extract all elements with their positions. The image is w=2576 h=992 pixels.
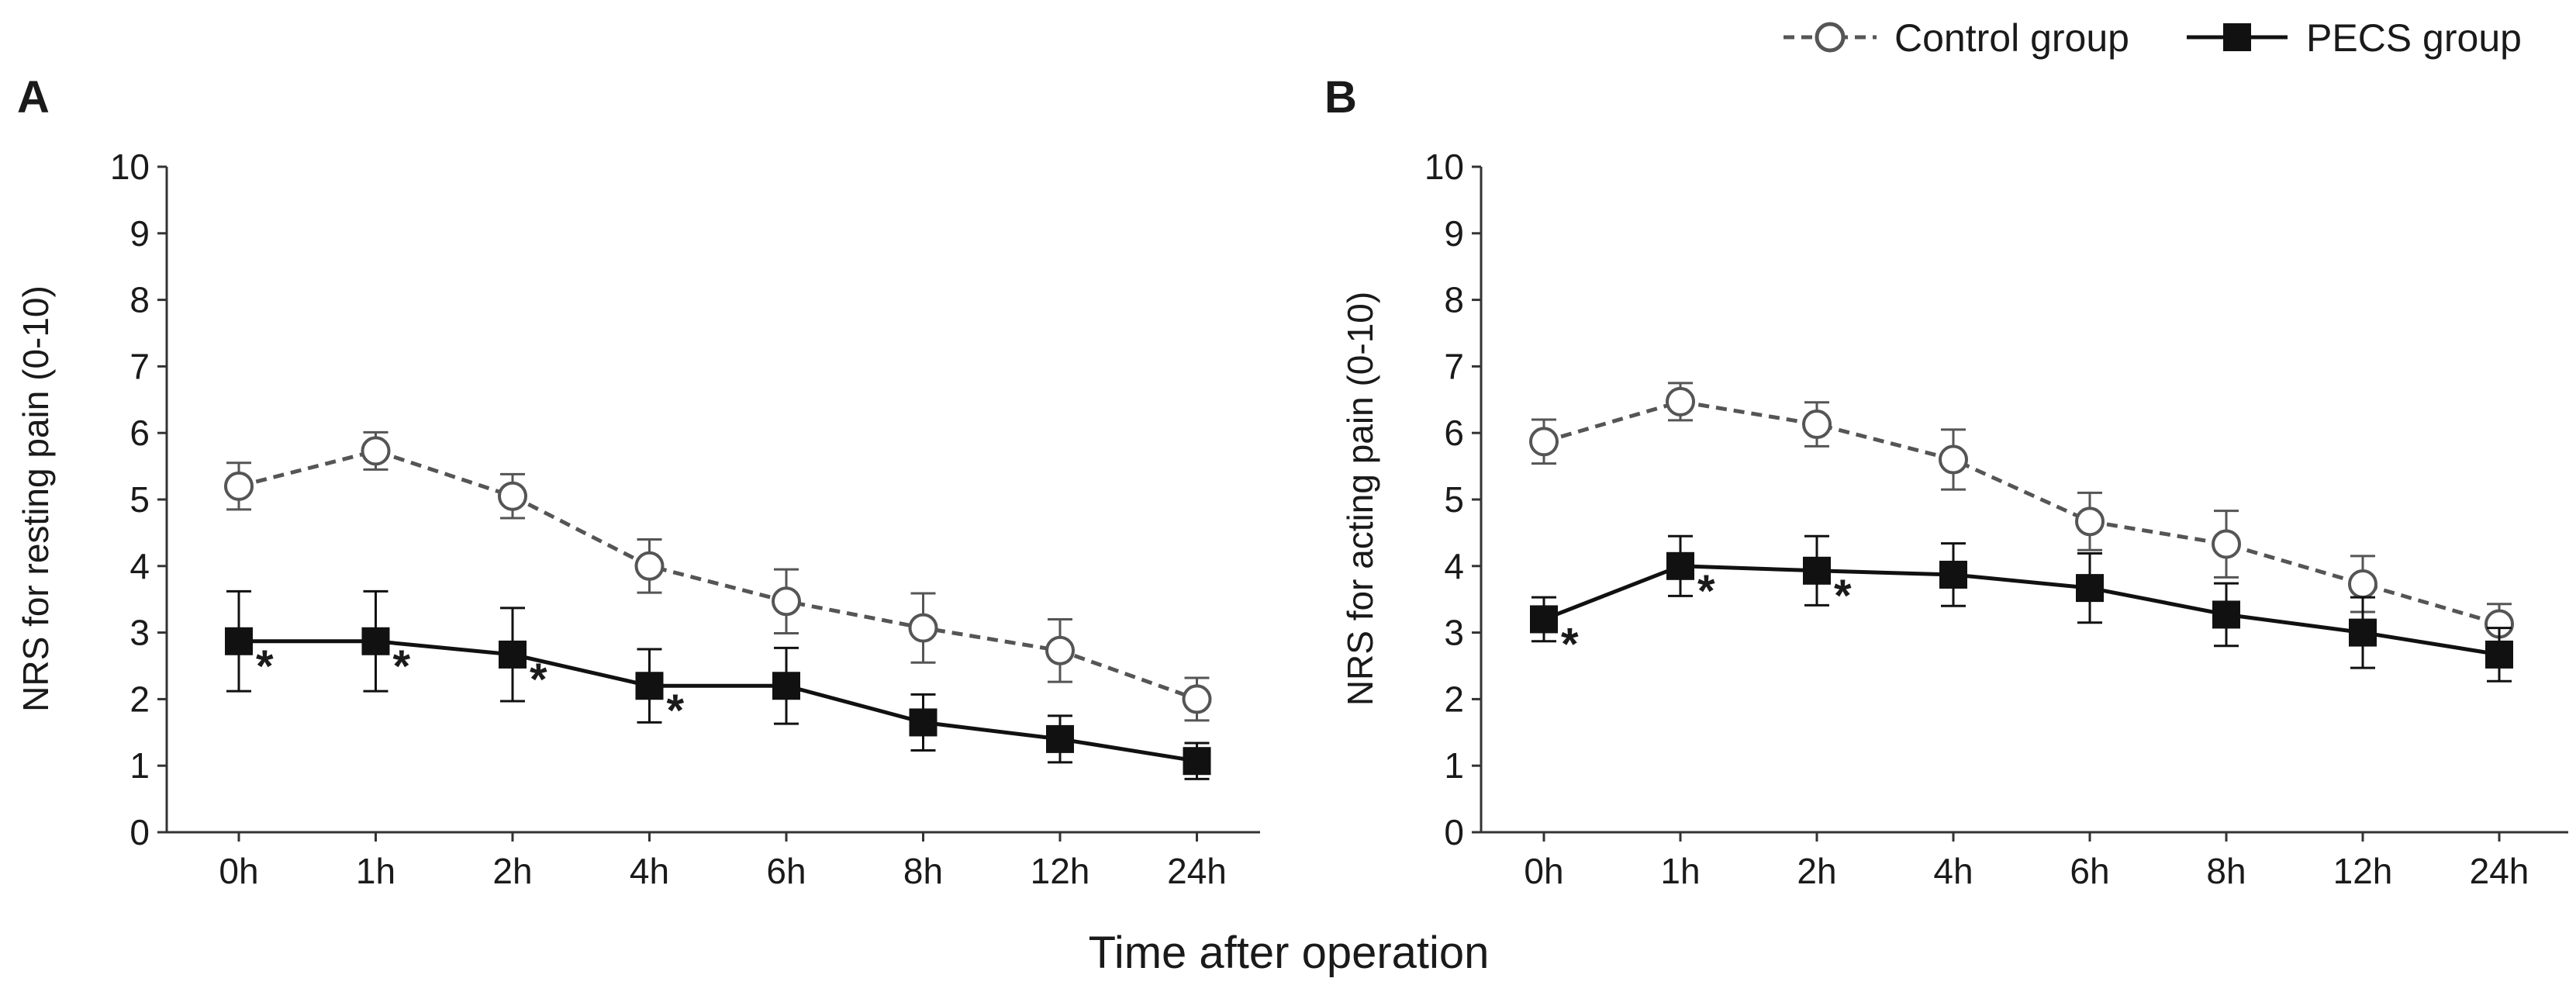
panel-a-control-point	[361, 436, 391, 466]
panel-b-y-tick-label: 6	[1444, 413, 1464, 453]
panel-b-control-point	[1939, 444, 1968, 475]
legend: Control group PECS group	[1784, 16, 2522, 60]
panel-a-pecs-point	[361, 627, 390, 655]
panel-a-control-point	[1182, 684, 1212, 714]
panel-b-y-tick-label: 4	[1444, 546, 1464, 586]
panel-b-x-tick-label: 12h	[2333, 851, 2393, 891]
panel-b-control-point	[2212, 529, 2241, 559]
panel-a-y-tick-label: 5	[129, 479, 150, 520]
panel-a-y-tick-label: 2	[129, 679, 150, 719]
legend-pecs-marker	[2223, 23, 2251, 51]
panel-a-y-tick-label: 9	[129, 213, 150, 254]
panel-a-control-point	[498, 481, 527, 511]
panel-b-pecs-point	[2076, 574, 2104, 603]
panel-b-letter: B	[1324, 72, 1357, 123]
panel-b-significance-star: *	[1697, 566, 1715, 617]
panel-b-y-tick-label: 8	[1444, 280, 1464, 320]
panel-a-pecs-point	[772, 672, 800, 700]
panel-a-pecs-line	[239, 639, 1197, 763]
panel-a-y-tick-label: 1	[129, 745, 150, 786]
panel-a-control-point	[634, 551, 665, 581]
panel-b-y-tick-label: 9	[1444, 213, 1464, 254]
panel-a-x-tick-label: 24h	[1167, 851, 1227, 891]
panel-a-x-tick-label: 2h	[492, 851, 532, 891]
panel-a-control-point	[1045, 635, 1075, 665]
panel-a-significance-star: *	[393, 641, 411, 692]
panel-b-axes: 0 1 2 3 4 5 6 7 8 9 10 0h 1h 2h 4h 6h 8h 12h 24h	[1424, 147, 2568, 891]
panel-a-x-tick-label: 0h	[219, 851, 258, 891]
legend-control-marker	[1815, 22, 1846, 53]
panel-a-ylabel: NRS for resting pain (0-10)	[16, 285, 56, 712]
panel-b-x-tick-label: 4h	[1933, 851, 1973, 891]
panel-a-pecs-point	[909, 708, 938, 737]
panel-b-y-tick-label: 7	[1444, 346, 1464, 386]
panel-a-y-tick-label: 7	[129, 346, 150, 386]
panel-b-y-tick-label: 1	[1444, 745, 1464, 786]
panel-a-significance-star: *	[667, 686, 685, 736]
panel-a-pecs-point	[225, 627, 253, 655]
panel-b-control-line	[1543, 399, 2500, 626]
panel-a-y-tick-label: 0	[129, 812, 150, 852]
panel-b-y-tick-label: 3	[1444, 613, 1464, 653]
panel-a-control-point	[224, 471, 254, 501]
panel-b-pecs-point	[1530, 605, 1558, 634]
panel-b-ylabel: NRS for acting pain (0-10)	[1340, 292, 1380, 706]
x-axis-label: Time after operation	[1089, 928, 1490, 978]
panel-a-pecs-point	[1183, 747, 1211, 776]
panel-b-pecs-point	[1939, 560, 1967, 589]
panel-b-series: * * *	[1529, 382, 2514, 683]
panel-b-control-point	[1802, 410, 1832, 440]
panel-a-control-point	[908, 613, 938, 643]
panel-b-significance-star: *	[1834, 571, 1852, 621]
panel-b-pecs-point	[1803, 556, 1831, 585]
panel-b-x-tick-label: 0h	[1524, 851, 1563, 891]
panel-b-x-tick-label: 24h	[2470, 851, 2529, 891]
panel-a-significance-star: *	[256, 641, 274, 692]
panel-a-pecs-point	[1046, 724, 1074, 753]
panel-b-control-point	[2348, 569, 2377, 599]
panel-a-x-tick-label: 8h	[903, 851, 943, 891]
panel-b-y-tick-label: 0	[1444, 812, 1464, 852]
panel-b-pecs-point	[2212, 600, 2240, 629]
panel-b-x-tick-label: 2h	[1797, 851, 1836, 891]
panel-a-x-tick-label: 4h	[630, 851, 669, 891]
panel-b-pecs-line	[1543, 564, 2500, 657]
panel-a-y-tick-label: 6	[129, 413, 150, 453]
panel-b-x-tick-label: 6h	[2070, 851, 2109, 891]
panel-b-x-tick-label: 1h	[1660, 851, 1700, 891]
panel-b-x-tick-label: 8h	[2206, 851, 2246, 891]
panel-a-control-point	[772, 586, 801, 617]
panel-b-control-point	[1529, 427, 1559, 457]
panel-b: B NRS for acting pain (0-10) 0 1 2 3 4 5 6 7 8 9 1…	[1324, 72, 2568, 891]
panel-a-axes: 0 1 2 3 4 5 6 7 8 9 10 0h 1h 2h 4h 6h 8h 12h 24h	[110, 147, 1260, 891]
legend-control-label: Control group	[1894, 16, 2129, 60]
panel-b-control-point	[1666, 386, 1695, 417]
panel-a-significance-star: *	[530, 655, 547, 705]
panel-a-x-tick-label: 6h	[766, 851, 806, 891]
legend-pecs-label: PECS group	[2306, 16, 2522, 60]
panel-b-significance-star: *	[1561, 619, 1579, 669]
panel-a-y-tick-label: 10	[110, 147, 150, 187]
panel-a-pecs-point	[499, 640, 527, 669]
panel-b-y-tick-label: 2	[1444, 679, 1464, 719]
panel-a-x-tick-label: 1h	[356, 851, 395, 891]
panel-b-y-tick-label: 5	[1444, 479, 1464, 520]
panel-a-pecs-point	[635, 672, 664, 700]
panel-a: A NRS for resting pain (0-10) 0 1 2 3 4 5 6 7 8 9…	[16, 72, 1260, 891]
panel-b-pecs-point	[1666, 551, 1694, 580]
panel-b-control-point	[2075, 506, 2105, 537]
panel-a-control-line	[238, 448, 1198, 701]
panel-a-y-tick-label: 3	[129, 613, 150, 653]
panel-a-y-tick-label: 8	[129, 280, 150, 320]
panel-a-x-tick-label: 12h	[1031, 851, 1090, 891]
panel-b-pecs-point	[2349, 618, 2377, 647]
panel-a-letter: A	[17, 72, 50, 123]
panel-a-y-tick-label: 4	[129, 546, 150, 586]
panel-b-pecs-point	[2485, 640, 2513, 669]
panel-a-series: * * * *	[224, 430, 1212, 780]
panel-b-y-tick-label: 10	[1424, 147, 1464, 187]
